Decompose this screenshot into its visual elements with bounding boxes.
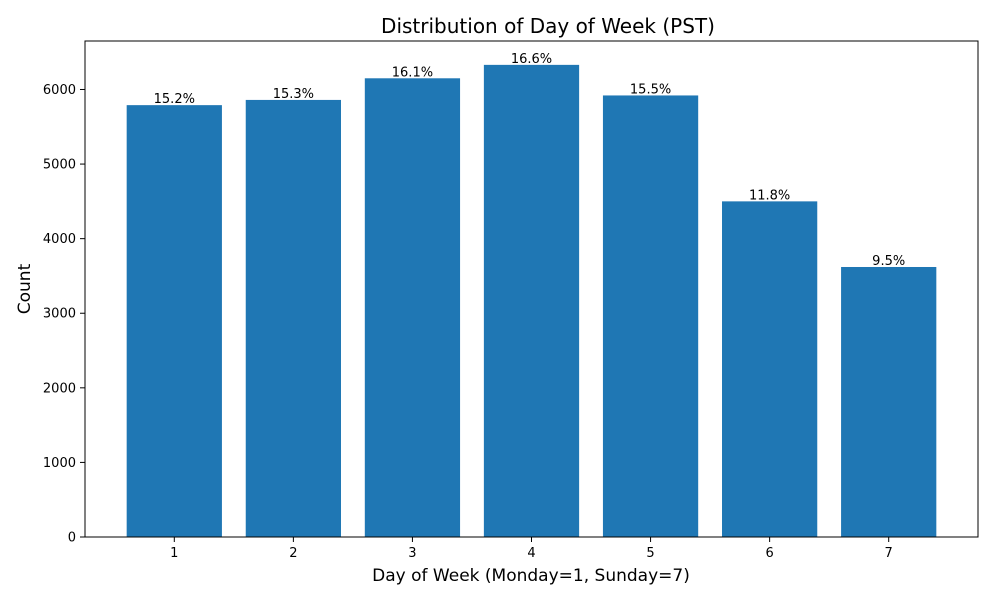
x-tick-label-1: 1	[170, 546, 178, 561]
data-label-3: 16.1%	[392, 65, 433, 80]
plot-frame	[84, 40, 979, 538]
bar-7	[841, 266, 937, 537]
y-axis-ticks: 0 1000 2000 3000 4000 5000 6000	[43, 83, 85, 546]
y-tick-label-0: 0	[68, 531, 76, 546]
data-label-5: 15.5%	[630, 82, 671, 97]
x-axis-ticks: 1 2 3 4 5 6 7	[170, 537, 893, 561]
y-tick-label-3000: 3000	[43, 307, 76, 322]
bar-6	[722, 201, 818, 537]
x-tick-label-7: 7	[885, 546, 893, 561]
bar-3	[364, 78, 461, 537]
x-tick-label-4: 4	[527, 546, 535, 561]
y-tick-label-2000: 2000	[43, 381, 76, 396]
bar-1	[126, 105, 222, 538]
y-tick-label-1000: 1000	[43, 456, 76, 471]
y-axis-label: Count	[15, 263, 35, 314]
bar-2	[245, 99, 341, 537]
data-label-4: 16.6%	[511, 52, 552, 67]
data-label-2: 15.3%	[273, 87, 314, 102]
y-tick-label-6000: 6000	[43, 83, 76, 98]
x-tick-label-5: 5	[646, 546, 654, 561]
bar-4	[483, 64, 580, 537]
y-tick-label-4000: 4000	[43, 232, 76, 247]
data-labels-group: 15.2% 15.3% 16.1% 16.6% 15.5% 11.8% 9.5%	[154, 52, 906, 269]
data-label-7: 9.5%	[872, 254, 905, 269]
y-tick-label-5000: 5000	[43, 158, 76, 173]
chart-title: Distribution of Day of Week (PST)	[381, 14, 715, 38]
x-tick-label-2: 2	[289, 546, 297, 561]
x-tick-label-6: 6	[765, 546, 773, 561]
data-label-1: 15.2%	[154, 92, 195, 107]
bars-group	[126, 64, 937, 538]
data-label-6: 11.8%	[749, 188, 790, 203]
x-axis-label: Day of Week (Monday=1, Sunday=7)	[372, 566, 690, 586]
bar-5	[602, 95, 699, 537]
x-tick-label-3: 3	[408, 546, 416, 561]
